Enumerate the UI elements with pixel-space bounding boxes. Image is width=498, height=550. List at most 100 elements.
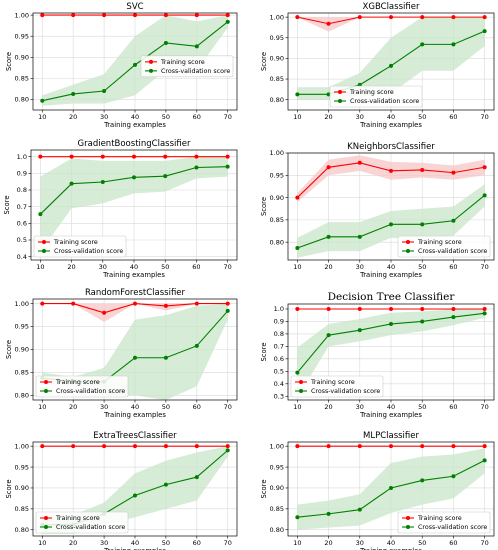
training-score-point [357, 306, 362, 311]
training-score-point [326, 21, 331, 26]
legend-cv-score-marker [406, 525, 410, 529]
x-tick-label: 60 [193, 113, 201, 121]
legend-cv-score-marker [44, 389, 48, 393]
y-tick-label: 1.00 [270, 442, 284, 450]
training-score-point [389, 168, 393, 173]
cv-score-point [133, 355, 137, 360]
y-tick-label: 0.90 [15, 346, 29, 354]
x-tick-label: 60 [449, 539, 457, 547]
training-score-point [38, 154, 43, 159]
x-tick-label: 70 [480, 539, 488, 547]
y-axis-label: Score [3, 195, 11, 214]
x-tick-label: 60 [193, 539, 201, 547]
legend: Training score Cross-validation score [33, 235, 127, 258]
y-tick-label: 0.6 [17, 220, 27, 228]
training-score-point [451, 306, 456, 311]
y-tick-label: 0.85 [270, 216, 284, 224]
training-score-point [100, 154, 105, 159]
cv-score-point [420, 478, 425, 483]
y-tick-label: 1.0 [17, 153, 27, 161]
cv-score-point [357, 234, 362, 239]
cv-score-point [194, 475, 199, 480]
x-tick-label: 60 [449, 403, 457, 411]
x-tick-label: 20 [324, 403, 332, 411]
x-tick-label: 10 [293, 403, 301, 411]
y-tick-label: 0.9 [17, 170, 27, 178]
training-score-point [389, 444, 393, 449]
x-tick-label: 40 [131, 403, 139, 411]
legend-cv-score-marker [42, 249, 46, 253]
chart-panel-2: 10 20 30 40 50 60 70 0.80 0.85 0.90 0.95 1.00 XGBCla… [260, 2, 495, 129]
x-axis-label: Training examples [359, 411, 422, 419]
x-tick-label: 30 [356, 403, 364, 411]
legend: Training score Cross-validation score [35, 375, 129, 398]
training-score-band [297, 155, 485, 203]
y-tick-label: 0.90 [15, 484, 29, 492]
x-tick-label: 20 [69, 539, 77, 547]
x-tick-label: 20 [69, 403, 77, 411]
cv-score-point [295, 245, 300, 250]
x-tick-label: 50 [161, 263, 169, 271]
y-tick-label: 0.90 [270, 194, 284, 202]
cv-score-point [133, 62, 137, 67]
cv-score-point [357, 507, 362, 512]
legend: Training score Cross-validation score [35, 511, 129, 534]
training-score-point [40, 13, 45, 18]
cv-score-point [451, 42, 456, 47]
y-tick-label: 0.5 [274, 368, 284, 376]
training-score-point [225, 444, 230, 449]
cv-score-point [38, 212, 43, 217]
chart-panel-8: 10 20 30 40 50 60 70 0.80 0.85 0.90 0.95 1.00 MLPCla… [260, 431, 495, 550]
cv-score-point [225, 19, 230, 24]
cv-score-point [482, 193, 487, 198]
y-tick-label: 0.3 [274, 392, 284, 400]
chart-panel-7: 10 20 30 40 50 60 70 0.80 0.85 0.90 0.95 1.00 ExtraT… [5, 431, 238, 550]
training-score-point [40, 301, 45, 306]
training-score-point [295, 306, 300, 311]
legend-training-score-label: Training score [349, 89, 394, 96]
cv-score-point [451, 474, 456, 479]
training-score-point [194, 444, 199, 449]
x-tick-label: 30 [356, 113, 364, 121]
legend-training-score-marker [149, 59, 153, 64]
x-tick-label: 30 [100, 539, 108, 547]
cv-score-band [297, 308, 485, 398]
cv-score-point [133, 493, 137, 498]
x-axis-label: Training examples [359, 547, 422, 550]
x-tick-label: 70 [480, 403, 488, 411]
cv-score-point [357, 328, 362, 333]
x-tick-label: 30 [100, 403, 108, 411]
legend-training-score-label: Training score [55, 515, 100, 522]
y-tick-label: 0.95 [15, 323, 29, 331]
x-tick-label: 30 [356, 263, 364, 271]
chart-title: RandomForestClassifier [85, 288, 186, 298]
legend-training-score-marker [44, 380, 48, 384]
y-tick-label: 0.80 [270, 96, 284, 104]
cv-score-point [451, 315, 456, 320]
y-tick-label: 0.90 [270, 484, 284, 492]
chart-panel-5: 10 20 30 40 50 60 70 0.80 0.85 0.90 0.95 1.00 Random… [5, 288, 238, 419]
y-tick-label: 0.80 [15, 96, 29, 104]
y-tick-label: 0.90 [15, 53, 29, 61]
x-tick-label: 60 [192, 263, 200, 271]
training-score-point [451, 170, 456, 175]
x-axis-label: Training examples [359, 121, 422, 129]
cv-score-point [71, 91, 76, 96]
y-tick-label: 0.80 [270, 238, 284, 246]
cv-score-point [194, 165, 199, 170]
legend-training-score-label: Training score [310, 379, 355, 386]
cv-score-band [42, 15, 228, 106]
x-tick-label: 30 [356, 539, 364, 547]
chart-panel-6: 10 20 30 40 50 60 70 0.3 0.4 0.5 0.6 0.7 0.8 0.9 1.0 De… [260, 291, 495, 419]
chart-title: MLPClassifier [363, 431, 420, 441]
training-score-point [194, 154, 199, 159]
legend-training-score-marker [42, 240, 46, 244]
x-tick-label: 40 [387, 403, 395, 411]
y-tick-label: 0.9 [274, 318, 284, 326]
legend-training-score-marker [406, 240, 410, 244]
x-tick-label: 20 [67, 263, 75, 271]
y-axis-label: Score [5, 479, 13, 498]
training-score-point [357, 444, 362, 449]
cv-score-point [389, 222, 393, 227]
